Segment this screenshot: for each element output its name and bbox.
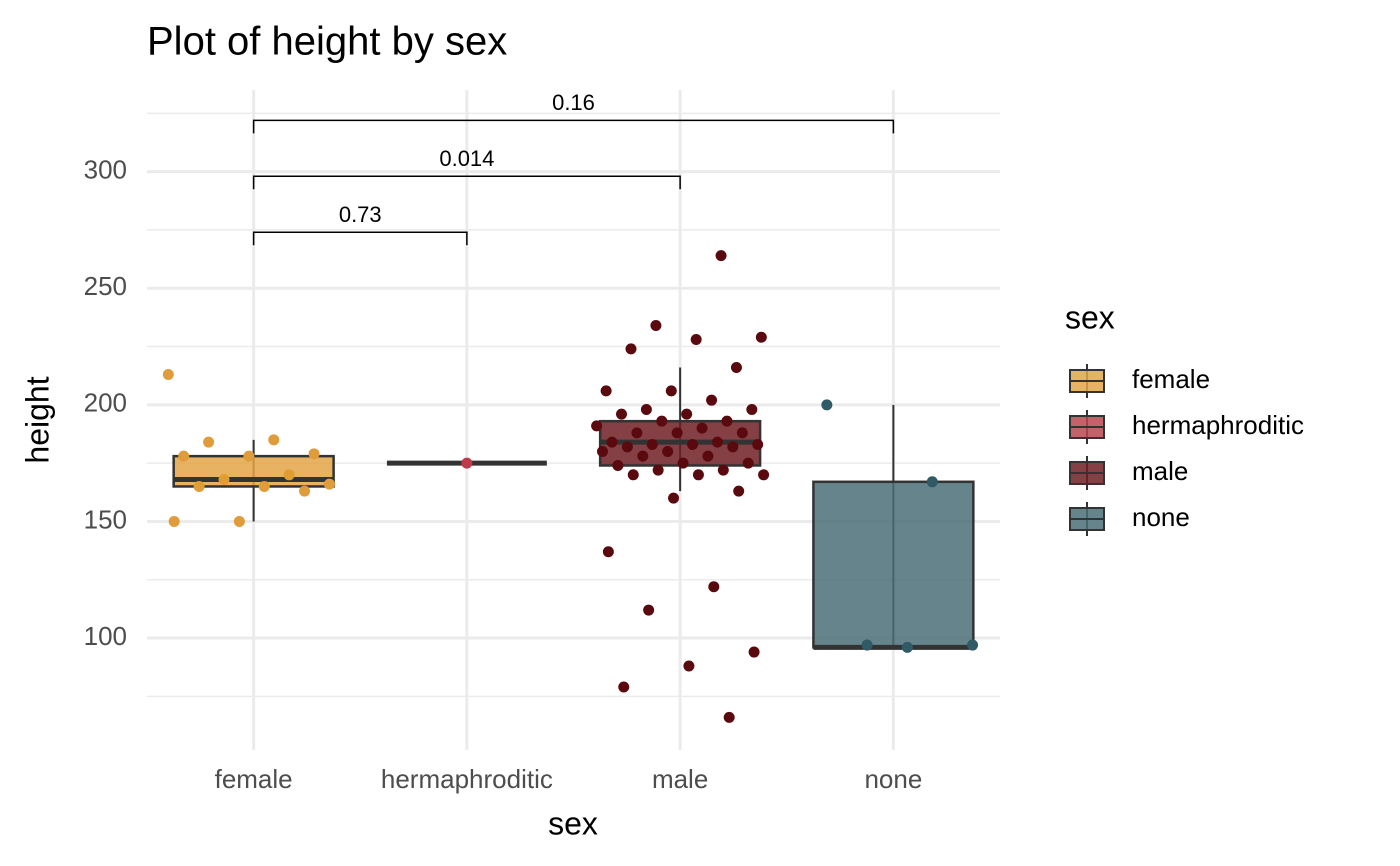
point	[640, 404, 652, 416]
point	[193, 480, 205, 492]
point	[665, 385, 677, 397]
legend-label: female	[1132, 364, 1210, 394]
legend-title: sex	[1065, 299, 1115, 335]
point	[967, 639, 979, 651]
point	[323, 478, 335, 490]
x-tick-label: female	[215, 764, 293, 794]
point	[646, 438, 658, 450]
chart-title: Plot of height by sex	[147, 20, 507, 64]
point	[742, 457, 754, 469]
point	[683, 660, 695, 672]
point	[283, 469, 295, 481]
point	[752, 438, 764, 450]
point	[308, 448, 320, 460]
point	[461, 457, 473, 469]
x-tick-label: none	[864, 764, 922, 794]
point	[715, 250, 727, 262]
x-tick-label: male	[652, 764, 708, 794]
point	[652, 464, 664, 476]
legend-label: male	[1132, 456, 1188, 486]
point	[736, 427, 748, 439]
point	[861, 639, 873, 651]
point	[596, 445, 608, 457]
point	[721, 415, 733, 427]
point	[591, 420, 603, 432]
point	[671, 427, 683, 439]
point	[687, 438, 699, 450]
point	[702, 450, 714, 462]
bracket-label: 0.16	[552, 90, 595, 115]
y-tick-label: 200	[84, 388, 127, 418]
point	[600, 385, 612, 397]
point	[723, 711, 735, 723]
point	[618, 681, 630, 693]
legend-label: hermaphroditic	[1132, 410, 1304, 440]
y-tick-label: 100	[84, 621, 127, 651]
point	[662, 445, 674, 457]
bracket	[252, 231, 468, 246]
point	[637, 450, 649, 462]
point	[821, 399, 833, 411]
point	[711, 436, 723, 448]
point	[733, 485, 745, 497]
point	[606, 436, 618, 448]
y-tick-label: 300	[84, 155, 127, 185]
point	[268, 434, 280, 446]
point	[901, 641, 913, 653]
point	[299, 485, 311, 497]
y-tick-label: 250	[84, 271, 127, 301]
x-axis-label: sex	[548, 805, 598, 841]
point	[631, 427, 643, 439]
point	[162, 369, 174, 381]
point	[758, 469, 770, 481]
bracket	[252, 175, 681, 190]
point	[218, 473, 230, 485]
legend-label: none	[1132, 502, 1190, 532]
point	[203, 436, 215, 448]
point	[681, 408, 693, 420]
point	[612, 459, 624, 471]
point	[706, 394, 718, 406]
point	[643, 604, 655, 616]
bracket	[252, 119, 895, 134]
point	[178, 450, 190, 462]
point	[616, 408, 628, 420]
point	[708, 581, 720, 593]
point	[258, 480, 270, 492]
point	[717, 464, 729, 476]
point	[727, 441, 739, 453]
y-tick-label: 150	[84, 504, 127, 534]
point	[233, 515, 245, 527]
point	[625, 343, 637, 355]
point	[602, 546, 614, 558]
point	[696, 422, 708, 434]
point	[650, 320, 662, 332]
point	[748, 646, 760, 658]
point	[677, 457, 689, 469]
point	[690, 334, 702, 346]
point	[926, 476, 938, 488]
point	[627, 469, 639, 481]
point	[746, 404, 758, 416]
point	[755, 331, 767, 343]
x-tick-label: hermaphroditic	[381, 764, 553, 794]
box	[812, 480, 975, 649]
y-axis-label: height	[19, 376, 55, 463]
bracket-label: 0.014	[439, 146, 494, 171]
point	[692, 469, 704, 481]
point	[668, 492, 680, 504]
point	[168, 515, 180, 527]
point	[730, 362, 742, 374]
point	[243, 450, 255, 462]
point	[621, 441, 633, 453]
point	[656, 415, 668, 427]
bracket-label: 0.73	[339, 202, 382, 227]
